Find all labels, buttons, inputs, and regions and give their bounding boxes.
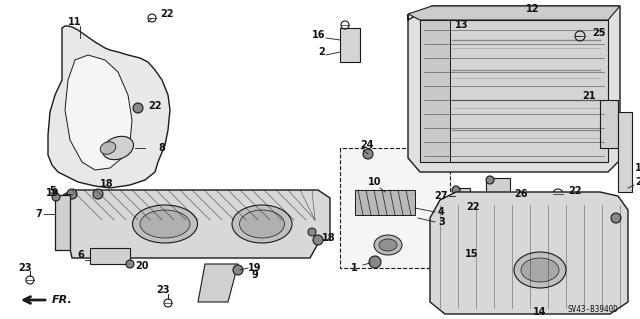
Polygon shape <box>455 188 470 216</box>
Circle shape <box>126 260 134 268</box>
Circle shape <box>454 216 462 224</box>
Polygon shape <box>486 178 510 220</box>
Ellipse shape <box>132 205 198 243</box>
Text: 18: 18 <box>322 233 335 243</box>
Text: 15: 15 <box>465 249 479 259</box>
Text: 22: 22 <box>466 202 479 212</box>
Polygon shape <box>198 264 238 302</box>
Polygon shape <box>430 192 628 314</box>
Text: 2: 2 <box>318 47 325 57</box>
Text: 25: 25 <box>592 28 605 38</box>
Text: 14: 14 <box>533 307 547 317</box>
Text: 23: 23 <box>18 263 31 273</box>
Ellipse shape <box>374 235 402 255</box>
Text: 13: 13 <box>455 20 468 30</box>
Text: 12: 12 <box>526 4 540 14</box>
Ellipse shape <box>102 136 134 160</box>
Text: 8: 8 <box>158 143 165 153</box>
Circle shape <box>52 193 60 201</box>
Polygon shape <box>90 248 130 264</box>
Text: 19: 19 <box>248 263 262 273</box>
Ellipse shape <box>379 239 397 251</box>
Text: 10: 10 <box>368 177 381 187</box>
Ellipse shape <box>100 142 116 154</box>
Polygon shape <box>420 20 608 162</box>
Text: SV43-B3940D: SV43-B3940D <box>567 305 618 314</box>
Text: 22: 22 <box>148 101 161 111</box>
Ellipse shape <box>140 210 190 238</box>
Text: 22: 22 <box>568 186 582 196</box>
Circle shape <box>451 205 461 215</box>
Text: 19: 19 <box>46 188 60 198</box>
Text: 20: 20 <box>135 261 148 271</box>
Text: FR.: FR. <box>52 295 73 305</box>
Text: 6: 6 <box>77 250 84 260</box>
Text: 18: 18 <box>100 179 114 189</box>
Polygon shape <box>340 28 360 62</box>
Circle shape <box>452 186 460 194</box>
Text: 9: 9 <box>252 270 259 280</box>
Circle shape <box>486 176 494 184</box>
Text: 23: 23 <box>156 285 170 295</box>
Circle shape <box>133 103 143 113</box>
Polygon shape <box>65 55 132 170</box>
Text: 4: 4 <box>438 207 445 217</box>
Polygon shape <box>420 20 450 162</box>
Polygon shape <box>58 190 330 258</box>
Text: 27: 27 <box>435 191 448 201</box>
Circle shape <box>67 189 77 199</box>
Text: 22: 22 <box>160 9 173 19</box>
Polygon shape <box>340 148 450 268</box>
Circle shape <box>369 256 381 268</box>
Text: 2: 2 <box>635 177 640 187</box>
Ellipse shape <box>239 210 285 238</box>
Text: 24: 24 <box>360 140 374 150</box>
Circle shape <box>93 189 103 199</box>
Polygon shape <box>48 26 170 188</box>
Circle shape <box>308 228 316 236</box>
Text: 3: 3 <box>438 217 445 227</box>
Circle shape <box>313 235 323 245</box>
Text: 7: 7 <box>35 209 42 219</box>
Polygon shape <box>55 195 70 250</box>
Text: 1: 1 <box>351 263 358 273</box>
Text: 21: 21 <box>582 91 596 101</box>
Circle shape <box>611 213 621 223</box>
Polygon shape <box>408 6 620 172</box>
Text: 11: 11 <box>68 17 81 27</box>
Polygon shape <box>355 190 415 215</box>
Polygon shape <box>600 100 618 148</box>
Ellipse shape <box>521 258 559 282</box>
Polygon shape <box>456 218 488 248</box>
Circle shape <box>233 265 243 275</box>
Ellipse shape <box>514 252 566 288</box>
Text: 26: 26 <box>514 189 527 199</box>
Text: 16: 16 <box>312 30 325 40</box>
Polygon shape <box>618 112 632 192</box>
Text: 5: 5 <box>49 186 56 196</box>
Text: 17: 17 <box>635 163 640 173</box>
Ellipse shape <box>232 205 292 243</box>
Polygon shape <box>408 6 620 20</box>
Circle shape <box>363 149 373 159</box>
